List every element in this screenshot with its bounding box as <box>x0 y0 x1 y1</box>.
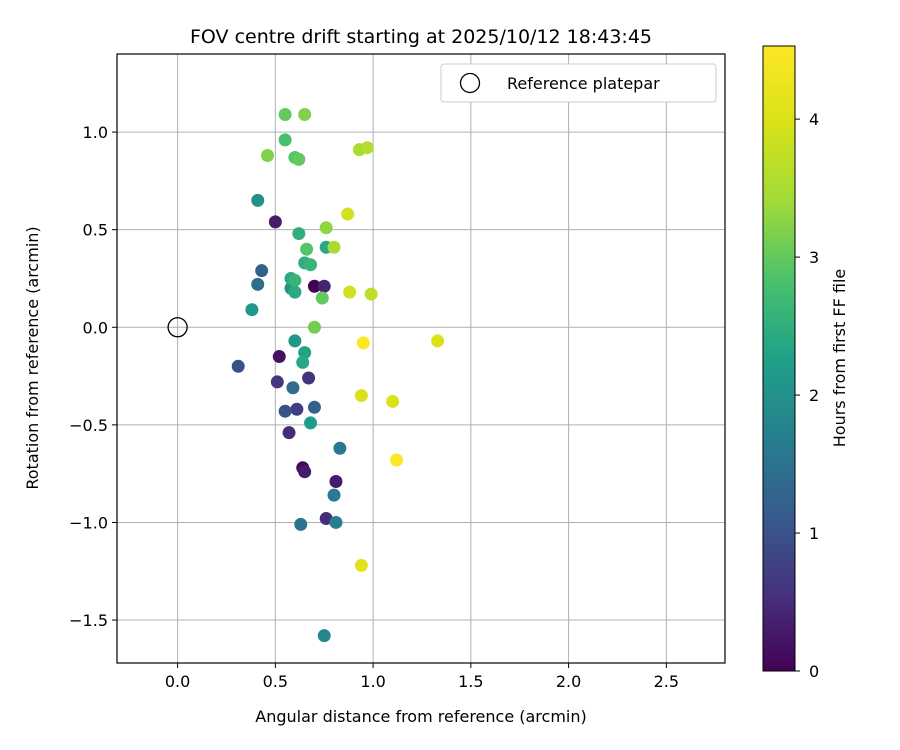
data-point <box>290 402 304 416</box>
data-point <box>329 474 343 488</box>
colorbar-tick-label: 3 <box>809 248 819 267</box>
data-point <box>245 303 259 317</box>
y-tick-label: −1.0 <box>69 513 108 532</box>
data-point <box>298 465 312 479</box>
x-tick-label: 2.5 <box>654 672 679 691</box>
data-point <box>286 381 300 395</box>
legend-marker-reference <box>459 72 481 94</box>
data-point <box>364 287 378 301</box>
data-point <box>298 346 312 360</box>
x-tick-label: 2.0 <box>556 672 581 691</box>
colorbar-tick-label: 4 <box>809 110 819 129</box>
data-points <box>231 108 445 643</box>
data-point <box>307 320 321 334</box>
data-point <box>319 221 333 235</box>
x-tick-label: 1.5 <box>458 672 483 691</box>
data-point <box>282 426 296 440</box>
data-point <box>341 207 355 221</box>
y-tick-label: −0.5 <box>69 416 108 435</box>
colorbar: 0 1 2 3 4 Hours from first FF file <box>762 45 849 681</box>
data-point <box>354 389 368 403</box>
colorbar-gradient <box>762 45 796 672</box>
y-axis-ticks: −1.5 −1.0 −0.5 0.0 0.5 1.0 <box>69 123 117 630</box>
x-axis-ticks: 0.0 0.5 1.0 1.5 2.0 2.5 <box>165 663 679 691</box>
reference-platepar-marker <box>167 317 188 338</box>
data-point <box>294 517 308 531</box>
data-point <box>261 149 275 162</box>
data-point <box>386 394 400 408</box>
data-point <box>315 291 329 305</box>
data-point <box>333 441 347 455</box>
data-point <box>317 279 331 293</box>
data-point <box>251 193 265 207</box>
y-tick-label: 1.0 <box>83 123 108 142</box>
data-point <box>304 258 318 272</box>
colorbar-ticks: 0 1 2 3 4 <box>795 110 819 681</box>
data-point <box>278 133 292 147</box>
colorbar-tick-label: 0 <box>809 662 819 681</box>
chart-title: FOV centre drift starting at 2025/10/12 … <box>190 26 652 48</box>
data-point <box>272 350 286 364</box>
data-point <box>255 264 269 278</box>
data-point <box>296 355 310 369</box>
grid <box>117 54 725 663</box>
x-tick-label: 0.5 <box>263 672 288 691</box>
data-point <box>390 453 404 467</box>
colorbar-label: Hours from first FF file <box>830 269 849 448</box>
data-point <box>288 285 302 299</box>
data-point <box>343 285 357 299</box>
data-point <box>251 277 265 291</box>
data-point <box>231 359 245 373</box>
data-point <box>356 336 370 350</box>
data-point <box>300 242 314 256</box>
y-tick-label: 0.0 <box>83 318 108 337</box>
data-point <box>329 515 343 529</box>
legend: Reference platepar <box>440 63 717 103</box>
data-point <box>319 512 333 526</box>
y-axis-label: Rotation from reference (arcmin) <box>23 226 42 489</box>
data-point <box>354 558 368 572</box>
x-tick-label: 1.0 <box>360 672 385 691</box>
colorbar-tick-label: 1 <box>809 524 819 543</box>
data-point <box>307 279 321 293</box>
data-point <box>431 334 445 348</box>
legend-entry-reference: Reference platepar <box>507 74 660 93</box>
data-point <box>268 215 282 229</box>
data-point <box>304 416 318 430</box>
colorbar-tick-label: 2 <box>809 386 819 405</box>
data-point <box>288 273 302 287</box>
data-point <box>317 629 331 643</box>
data-point <box>292 152 306 166</box>
legend-box <box>440 63 717 103</box>
data-point <box>288 334 302 348</box>
x-tick-label: 0.0 <box>165 672 190 691</box>
data-point <box>292 227 306 241</box>
data-point <box>327 240 341 254</box>
y-tick-label: −1.5 <box>69 611 108 630</box>
data-point <box>307 400 321 414</box>
data-point <box>270 375 284 389</box>
data-point <box>360 141 374 155</box>
x-axis-label: Angular distance from reference (arcmin) <box>255 707 586 726</box>
data-point <box>298 108 312 122</box>
data-point <box>302 371 316 385</box>
plot-frame <box>116 53 726 664</box>
data-point <box>327 488 341 502</box>
y-tick-label: 0.5 <box>83 221 108 240</box>
data-point <box>278 108 292 122</box>
data-point <box>278 404 292 418</box>
